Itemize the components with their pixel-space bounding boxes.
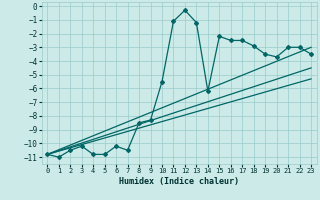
X-axis label: Humidex (Indice chaleur): Humidex (Indice chaleur) [119,177,239,186]
